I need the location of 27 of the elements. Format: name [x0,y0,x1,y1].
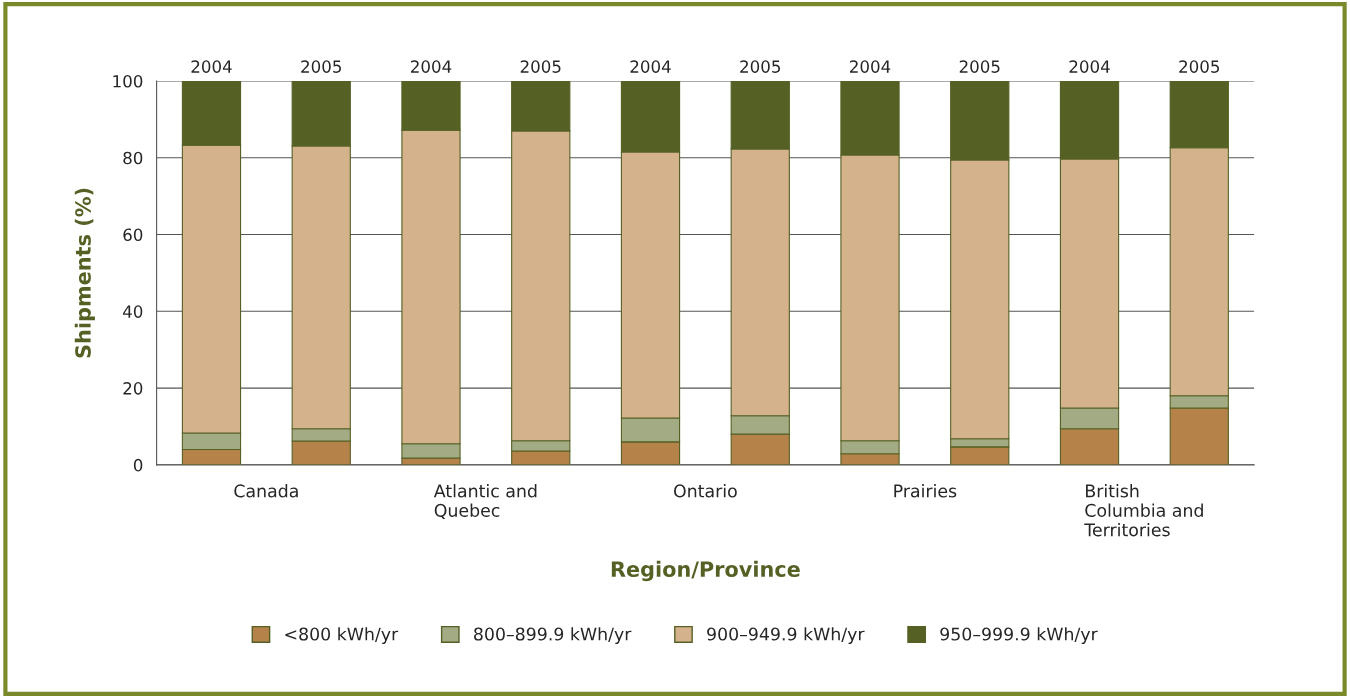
x-tick-label: 2004 [411,60,452,73]
x-tick-label: 2005 [520,60,561,73]
x-tick-label: 2005 [959,60,1000,73]
text: British Columbia and Territories [1084,484,1203,537]
legend-label: <800 kWh/yr [285,627,399,644]
x-tick-label: 2004 [191,60,232,73]
text: Ontario [674,484,737,498]
x-tick-label: 2004 [630,60,671,73]
x-tick-label: 2004 [1069,60,1110,73]
x-tick-label: 2005 [740,60,780,73]
legend-label: 950–999.9 kWh/yr [940,627,1098,644]
y-tick-label: 0 [133,458,143,472]
legend-label: 800–899.9 kWh/yr [474,627,632,644]
y-tick-label: 60 [123,228,143,242]
y-tick-label: 20 [123,382,143,395]
text: Prairies [894,484,957,498]
text: Atlantic and Quebec [433,484,537,519]
x-tick-label: 2004 [850,60,891,73]
x-axis-title: Region/Province [611,560,800,582]
text: Canada [234,484,298,498]
legend-label: 900–949.9 kWh/yr [707,627,865,644]
y-tick-label: 100 [113,74,143,88]
y-tick-label: 80 [123,151,143,165]
y-axis-title: Shipments (%) [74,188,95,358]
x-tick-label: 2005 [1179,60,1220,73]
y-tick-label: 40 [123,305,143,318]
x-tick-label: 2005 [301,60,341,73]
